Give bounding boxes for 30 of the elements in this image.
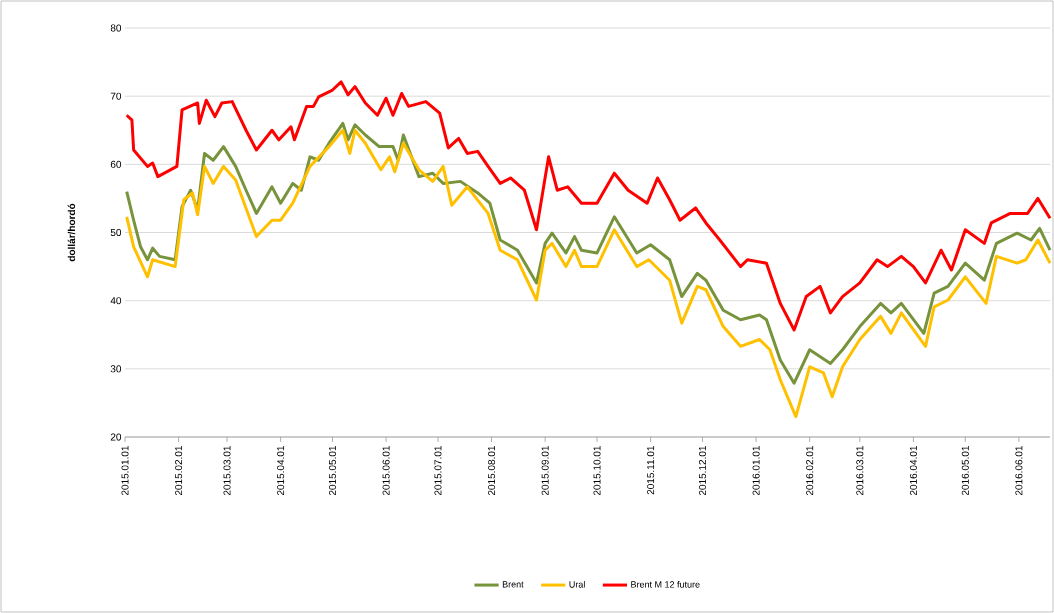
x-tick-label: 2016.05.01	[961, 446, 969, 496]
x-tick-label: 2016.04.01	[909, 446, 917, 496]
y-tick-label: 40	[110, 297, 122, 305]
x-tick-label: 2015.08.01	[488, 446, 496, 496]
x-tick-label: 2016.02.01	[806, 446, 814, 496]
x-tick-label: 2015.11.01	[647, 446, 655, 495]
x-tick-label: 2015.05.01	[328, 446, 337, 496]
y-tick-label: 20	[110, 433, 122, 441]
y-tick-label: 50	[110, 228, 122, 237]
x-tick-label: 2016.06.01	[1015, 446, 1023, 496]
x-tick-label: 2015.12.01	[698, 446, 707, 496]
y-tick-label: 80	[110, 24, 122, 32]
x-tick-label: 2015.01.01	[121, 446, 129, 496]
x-tick-label: 2015.03.01	[223, 446, 231, 496]
legend-label: Brent	[502, 581, 524, 588]
y-tick-label: 30	[110, 365, 122, 373]
x-tick-label: 2016.03.01	[856, 446, 864, 496]
legend-label: Brent M 12 future	[631, 581, 700, 588]
x-tick-label: 2016.01.01	[752, 446, 760, 496]
x-tick-label: 2015.04.01	[277, 446, 285, 496]
line-series	[125, 80, 1052, 332]
y-tick-label: 60	[110, 160, 122, 168]
y-tick-label: 70	[110, 92, 122, 100]
y-axis-title: dollár/hordó	[67, 203, 76, 262]
x-tick-label: 2015.07.01	[434, 446, 442, 496]
x-tick-label: 2015.09.01	[541, 446, 549, 496]
legend-label: Ural	[569, 581, 585, 588]
x-tick-label: 2015.06.01	[382, 446, 390, 496]
x-tick-label: 2015.10.01	[593, 446, 601, 496]
x-tick-label: 2015.02.01	[175, 446, 183, 496]
